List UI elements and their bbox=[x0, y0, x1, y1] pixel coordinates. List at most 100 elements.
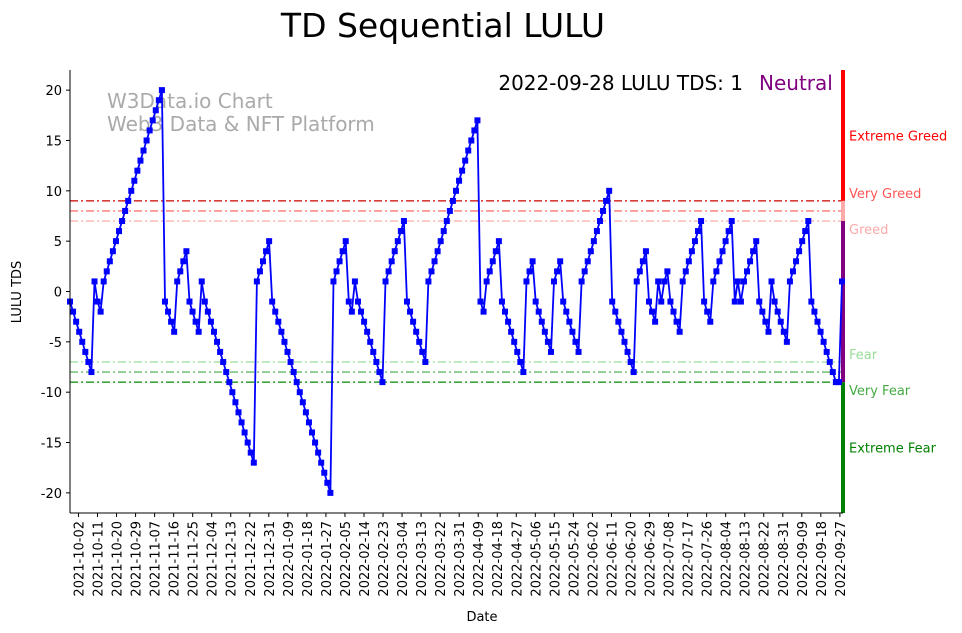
data-point bbox=[456, 177, 463, 184]
x-tick-label: 2022-03-04 bbox=[396, 521, 411, 597]
data-point bbox=[361, 318, 368, 325]
data-point bbox=[544, 338, 551, 345]
data-point bbox=[486, 268, 493, 275]
data-point bbox=[823, 348, 830, 355]
data-point bbox=[744, 268, 751, 275]
data-point bbox=[425, 278, 432, 285]
zone-label: Extreme Greed bbox=[849, 129, 947, 144]
data-point bbox=[710, 278, 717, 285]
data-point bbox=[253, 278, 260, 285]
y-tick-label: 5 bbox=[54, 235, 62, 250]
data-point bbox=[186, 298, 193, 305]
data-point bbox=[94, 298, 101, 305]
data-point bbox=[820, 338, 827, 345]
data-point bbox=[468, 137, 475, 144]
data-point bbox=[174, 278, 181, 285]
data-point bbox=[609, 298, 616, 305]
data-point bbox=[131, 177, 138, 184]
data-point bbox=[290, 369, 297, 376]
data-point bbox=[551, 278, 558, 285]
data-point bbox=[704, 308, 711, 315]
data-point bbox=[750, 248, 757, 255]
data-point bbox=[667, 298, 674, 305]
data-point bbox=[802, 228, 809, 235]
data-point bbox=[835, 379, 842, 386]
data-point bbox=[465, 147, 472, 154]
zone-label: Very Greed bbox=[849, 187, 921, 202]
data-point bbox=[480, 308, 487, 315]
x-tick-label: 2022-07-08 bbox=[663, 521, 678, 597]
x-tick-label: 2022-03-31 bbox=[453, 521, 468, 597]
data-point bbox=[140, 147, 147, 154]
data-point bbox=[250, 459, 257, 466]
data-point bbox=[137, 157, 144, 164]
data-point bbox=[612, 308, 619, 315]
data-point bbox=[403, 298, 410, 305]
data-point bbox=[688, 248, 695, 255]
data-point bbox=[226, 379, 233, 386]
data-point bbox=[731, 298, 738, 305]
data-point bbox=[266, 238, 273, 245]
zone-label: Fear bbox=[849, 348, 878, 363]
data-point bbox=[305, 419, 312, 426]
zone-label: Extreme Fear bbox=[849, 442, 937, 457]
data-point bbox=[765, 328, 772, 335]
data-point bbox=[100, 278, 107, 285]
data-point bbox=[624, 348, 631, 355]
data-point bbox=[128, 187, 135, 194]
data-point bbox=[272, 308, 279, 315]
data-point bbox=[244, 439, 251, 446]
data-point bbox=[312, 439, 319, 446]
data-point bbox=[569, 328, 576, 335]
data-point bbox=[449, 197, 456, 204]
data-point bbox=[566, 318, 573, 325]
data-point bbox=[606, 187, 613, 194]
x-tick-label: 2022-09-18 bbox=[815, 521, 830, 597]
x-tick-label: 2022-06-11 bbox=[605, 521, 620, 597]
data-point bbox=[557, 258, 564, 265]
data-point bbox=[201, 298, 208, 305]
data-point bbox=[112, 238, 119, 245]
data-point bbox=[603, 197, 610, 204]
data-point bbox=[97, 308, 104, 315]
data-point bbox=[125, 197, 132, 204]
data-point bbox=[263, 248, 270, 255]
x-tick-label: 2022-02-23 bbox=[377, 521, 392, 597]
data-point bbox=[82, 348, 89, 355]
data-point bbox=[777, 318, 784, 325]
data-point bbox=[695, 228, 702, 235]
data-point bbox=[351, 278, 358, 285]
y-tick-label: 0 bbox=[54, 286, 62, 301]
data-point bbox=[318, 459, 325, 466]
y-tick-label: 15 bbox=[45, 134, 62, 149]
data-point bbox=[538, 318, 545, 325]
data-point bbox=[615, 318, 622, 325]
data-point bbox=[600, 207, 607, 214]
data-point bbox=[492, 248, 499, 255]
data-point bbox=[333, 268, 340, 275]
data-point bbox=[682, 268, 689, 275]
data-point bbox=[560, 298, 567, 305]
x-tick-label: 2022-04-18 bbox=[491, 521, 506, 597]
data-point bbox=[348, 308, 355, 315]
data-point bbox=[407, 308, 414, 315]
data-point bbox=[180, 258, 187, 265]
chart-title: TD Sequential LULU bbox=[280, 6, 605, 45]
data-point bbox=[330, 278, 337, 285]
data-point bbox=[342, 238, 349, 245]
data-point bbox=[526, 268, 533, 275]
data-point bbox=[70, 308, 77, 315]
data-point bbox=[737, 298, 744, 305]
data-point bbox=[793, 258, 800, 265]
data-point bbox=[302, 409, 309, 416]
data-point bbox=[247, 449, 254, 456]
data-point bbox=[287, 358, 294, 365]
x-tick-label: 2021-10-29 bbox=[130, 521, 145, 597]
data-point bbox=[256, 268, 263, 275]
data-point bbox=[177, 268, 184, 275]
x-tick-label: 2021-12-13 bbox=[225, 521, 240, 597]
data-point bbox=[563, 308, 570, 315]
data-point bbox=[734, 278, 741, 285]
data-point bbox=[756, 298, 763, 305]
x-tick-label: 2022-02-05 bbox=[339, 521, 354, 597]
